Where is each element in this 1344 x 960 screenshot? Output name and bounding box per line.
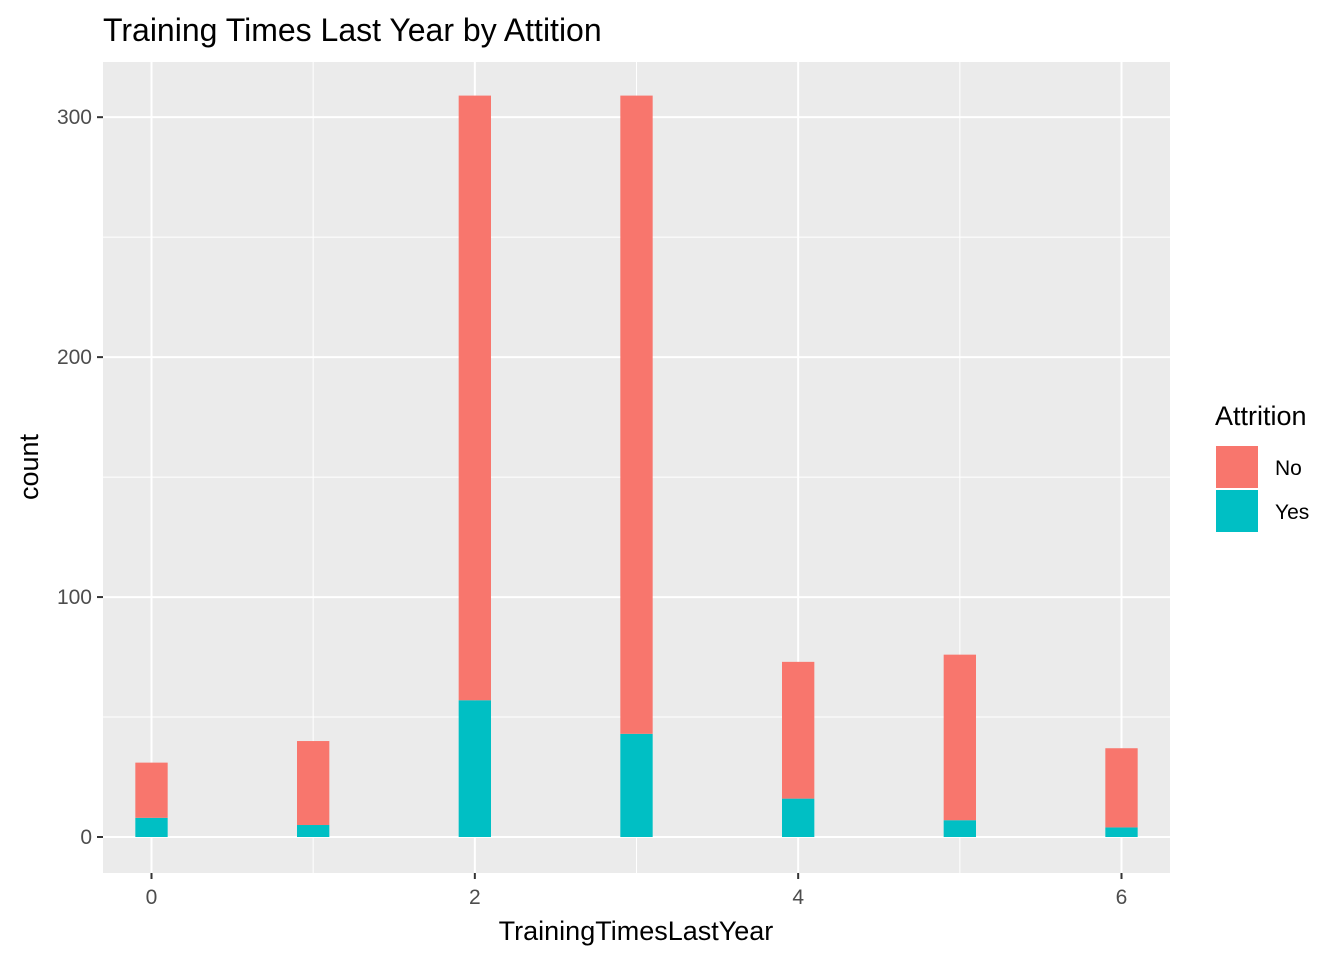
bar-no: [135, 762, 168, 818]
y-tick-label: 300: [57, 106, 92, 129]
y-axis-title: count: [14, 433, 44, 500]
bar-yes: [782, 798, 815, 838]
x-tick-label: 6: [1116, 886, 1128, 909]
bar-yes: [458, 700, 491, 838]
bar-yes: [135, 817, 168, 838]
chart-title: Training Times Last Year by Attition: [103, 12, 602, 48]
legend-label-yes: Yes: [1275, 501, 1309, 524]
legend-key-yes: [1214, 488, 1260, 534]
bars: [135, 95, 1138, 838]
y-tick-label: 100: [57, 586, 92, 609]
x-axis-title: TrainingTimesLastYear: [499, 916, 774, 946]
bar-yes: [297, 825, 330, 838]
y-axis: 0 100 200 300: [57, 106, 103, 849]
legend-key-no: [1214, 444, 1260, 490]
x-tick-label: 4: [792, 886, 804, 909]
bar-no: [1105, 748, 1138, 828]
bar-no: [782, 661, 815, 799]
legend-title: Attrition: [1215, 401, 1307, 431]
legend: Attrition No Yes: [1214, 401, 1309, 534]
bar-no: [458, 95, 491, 701]
x-tick-label: 0: [146, 886, 158, 909]
bar-no: [297, 741, 330, 826]
legend-label-no: No: [1275, 457, 1302, 480]
bar-yes: [943, 820, 976, 838]
x-tick-label: 2: [469, 886, 481, 909]
bar-yes: [620, 733, 653, 838]
bar-no: [943, 654, 976, 821]
y-tick-label: 200: [57, 346, 92, 369]
y-tick-label: 0: [80, 826, 92, 849]
bar-yes: [1105, 827, 1138, 838]
bar-no: [620, 95, 653, 734]
x-axis: 0 2 4 6: [146, 873, 1128, 909]
